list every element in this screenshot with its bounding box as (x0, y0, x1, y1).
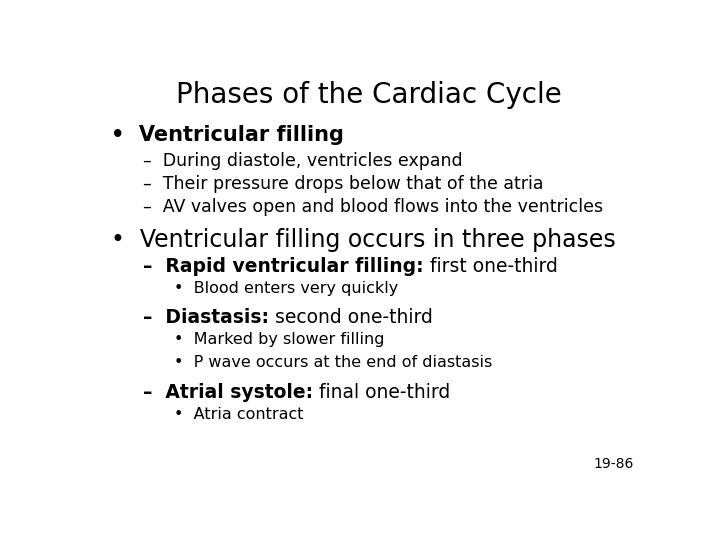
Text: –  During diastole, ventricles expand: – During diastole, ventricles expand (143, 152, 463, 170)
Text: •  P wave occurs at the end of diastasis: • P wave occurs at the end of diastasis (174, 355, 492, 370)
Text: –  AV valves open and blood flows into the ventricles: – AV valves open and blood flows into th… (143, 198, 603, 216)
Text: •  Atria contract: • Atria contract (174, 407, 303, 422)
Text: •  Ventricular filling occurs in three phases: • Ventricular filling occurs in three ph… (111, 228, 616, 252)
Text: –  Diastasis:: – Diastasis: (143, 308, 269, 327)
Text: final one-third: final one-third (313, 383, 451, 402)
Text: Phases of the Cardiac Cycle: Phases of the Cardiac Cycle (176, 82, 562, 110)
Text: 19-86: 19-86 (594, 457, 634, 471)
Text: –  Atrial systole:: – Atrial systole: (143, 383, 313, 402)
Text: first one-third: first one-third (423, 257, 557, 276)
Text: second one-third: second one-third (269, 308, 433, 327)
Text: –  Rapid ventricular filling:: – Rapid ventricular filling: (143, 257, 423, 276)
Text: •  Marked by slower filling: • Marked by slower filling (174, 332, 384, 347)
Text: •  Blood enters very quickly: • Blood enters very quickly (174, 281, 398, 296)
Text: –  Their pressure drops below that of the atria: – Their pressure drops below that of the… (143, 175, 544, 193)
Text: •  Ventricular filling: • Ventricular filling (111, 125, 344, 145)
